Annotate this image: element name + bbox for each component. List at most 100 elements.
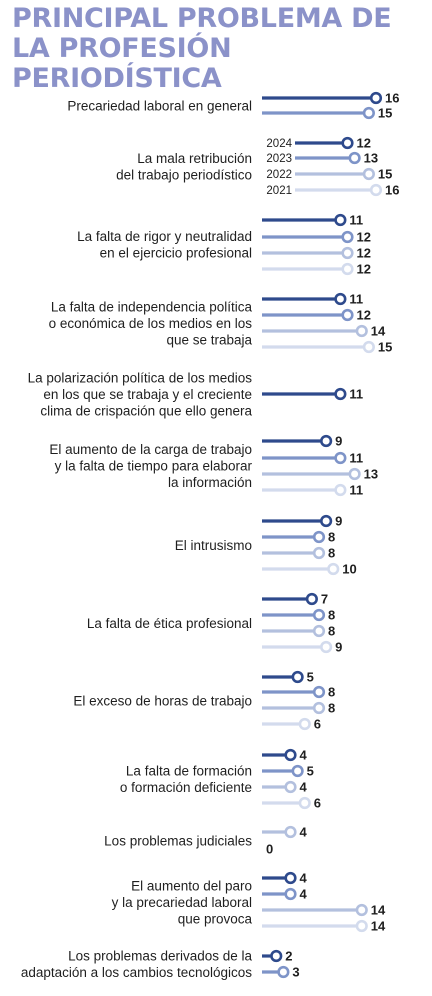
category-group: El aumento del paro y la precariedad labo… <box>112 871 386 934</box>
lollipop-marker <box>312 701 326 715</box>
value-label: 8 <box>328 624 335 639</box>
value-label: 14 <box>371 903 386 918</box>
value-label: 14 <box>371 324 386 339</box>
lollipop-marker <box>341 246 354 260</box>
lollipop-marker <box>284 780 297 794</box>
value-label: 6 <box>314 717 321 732</box>
value-label: 12 <box>357 136 371 151</box>
legend-year-label: 2021 <box>266 185 292 197</box>
category-label: Los problemas judiciales <box>104 833 252 848</box>
category-label: en el ejercicio profesional <box>100 246 252 261</box>
lollipop-marker <box>298 796 311 810</box>
lollipop-marker <box>298 717 311 731</box>
value-label: 15 <box>378 106 392 121</box>
lollipop-marker <box>362 106 375 120</box>
legend-year-label: 2024 <box>266 138 292 150</box>
lollipop-marker <box>334 387 347 401</box>
value-label: 9 <box>335 514 342 529</box>
category-label: del trabajo periodístico <box>116 168 252 183</box>
value-label: 12 <box>357 246 371 261</box>
category-label: la información <box>168 475 252 490</box>
category-label: La polarización política de los medios <box>28 370 253 385</box>
category-label: y la falta de tiempo para elaborar <box>55 458 253 473</box>
chart-title: PRINCIPAL PROBLEMA DE LA PROFESIÓN PERIO… <box>12 3 392 94</box>
value-label: 8 <box>328 546 335 561</box>
value-label: 11 <box>349 292 363 307</box>
lollipop-marker <box>362 167 375 181</box>
category-label: clima de crispación que ello genera <box>40 403 252 418</box>
lollipop-marker <box>312 624 326 638</box>
category-group: La mala retribución del trabajo periodíst… <box>116 136 399 198</box>
category-label: El aumento de la carga de trabajo <box>49 442 252 457</box>
category-label: El intrusismo <box>175 538 252 553</box>
value-label: 16 <box>385 183 399 198</box>
lollipop-marker <box>334 483 347 497</box>
category-label: o económica de los medios en los <box>49 316 253 331</box>
lollipop-marker <box>334 451 347 465</box>
lollipop-marker <box>320 434 333 448</box>
lollipop-marker <box>341 230 354 244</box>
lollipop-marker <box>341 262 354 276</box>
lollipop-marker <box>355 324 368 338</box>
value-label: 7 <box>321 592 328 607</box>
lollipop-marker <box>284 871 297 885</box>
lollipop-marker <box>305 592 318 606</box>
lollipop-marker <box>362 340 375 354</box>
value-label: 0 <box>266 842 273 857</box>
lollipop-marker <box>320 640 333 654</box>
value-label: 16 <box>385 91 399 106</box>
category-label: El exceso de horas de trabajo <box>73 693 252 708</box>
lollipop-marker <box>270 949 283 963</box>
value-label: 15 <box>378 340 392 355</box>
value-label: 11 <box>349 451 363 466</box>
value-label: 11 <box>349 483 363 498</box>
lollipop-marker <box>277 965 290 979</box>
category-label: o formación deficiente <box>120 780 252 795</box>
value-label: 4 <box>300 825 308 840</box>
value-label: 13 <box>364 467 378 482</box>
value-label: 4 <box>300 780 308 795</box>
category-label: que provoca <box>178 911 253 926</box>
lollipop-marker <box>348 467 361 481</box>
category-label: La falta de rigor y neutralidad <box>77 229 252 244</box>
lollipop-marker <box>284 887 297 901</box>
category-group: La falta de rigor y neutralidad en el eje… <box>77 213 371 277</box>
value-label: 14 <box>371 919 386 934</box>
value-label: 12 <box>357 308 371 323</box>
value-label: 8 <box>328 530 335 545</box>
lollipop-marker <box>284 748 297 762</box>
category-label: adaptación a los cambios tecnológicos <box>21 965 252 980</box>
category-label: Precariedad laboral en general <box>67 98 252 113</box>
lollipop-marker <box>312 530 326 544</box>
category-label: La falta de independencia política <box>51 299 253 314</box>
category-label: en los que se trabaja y el creciente <box>43 387 252 402</box>
lollipop-marker <box>291 764 304 778</box>
value-label: 4 <box>300 887 308 902</box>
category-label: La falta de ética profesional <box>87 616 252 631</box>
category-label: y la precariedad laboral <box>112 895 252 910</box>
value-label: 12 <box>357 230 371 245</box>
value-label: 4 <box>300 871 308 886</box>
value-label: 12 <box>357 262 371 277</box>
lollipop-marker <box>312 685 326 699</box>
lollipop-marker <box>341 136 354 150</box>
lollipop-marker <box>312 608 326 622</box>
value-label: 8 <box>328 608 335 623</box>
value-label: 9 <box>335 434 342 449</box>
category-label: La falta de formación <box>126 764 252 779</box>
lollipop-marker <box>341 308 354 322</box>
legend-year-label: 2023 <box>266 153 292 165</box>
value-label: 13 <box>364 151 378 166</box>
value-label: 6 <box>314 796 321 811</box>
value-label: 2 <box>285 949 292 964</box>
value-label: 15 <box>378 167 392 182</box>
lollipop-marker <box>327 562 340 576</box>
category-label: El aumento del paro <box>131 878 252 893</box>
lollipop-marker <box>355 903 368 917</box>
lollipop-marker <box>348 151 361 165</box>
